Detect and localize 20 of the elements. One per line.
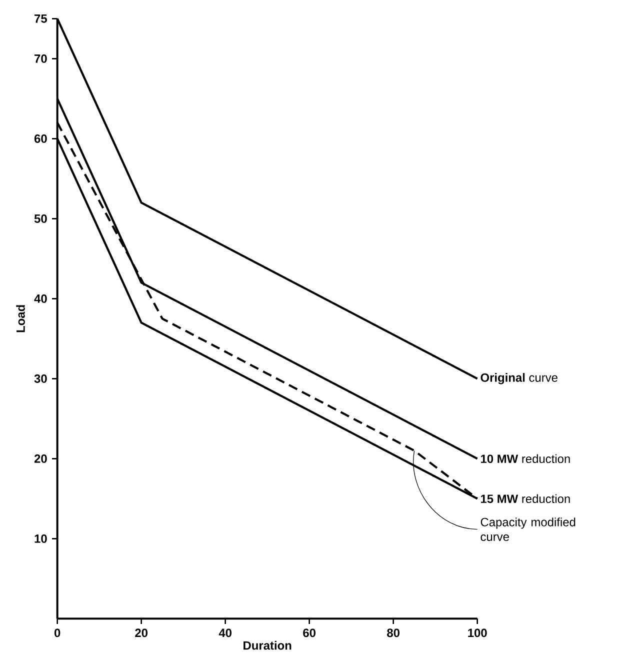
- x-tick-label: 80: [387, 628, 400, 638]
- x-tick-label: 40: [218, 628, 232, 638]
- y-tick-label: 30: [34, 374, 47, 383]
- y-tick-label: 10: [34, 534, 47, 543]
- x-tick-label: 60: [303, 628, 316, 638]
- y-tick-label: 70: [34, 54, 47, 63]
- y-tick-label: 75: [34, 14, 47, 23]
- x-tick-label: 0: [54, 628, 60, 638]
- y-tick-label: 20: [34, 454, 47, 463]
- series-label: 10 MW reduction: [481, 454, 570, 464]
- x-tick-label: 20: [135, 628, 148, 638]
- series-label: 15 MW reduction: [481, 494, 570, 504]
- y-tick-label: 50: [34, 214, 47, 223]
- y-tick-label: 40: [34, 294, 47, 303]
- series-label: Original curve: [480, 373, 558, 384]
- series-label: Capacity modified curve: [480, 518, 576, 541]
- y-tick-label: 60: [34, 134, 47, 143]
- y-axis-title: Load: [16, 305, 25, 332]
- x-tick-label: 100: [468, 628, 487, 638]
- x-axis-title: Duration: [244, 640, 292, 650]
